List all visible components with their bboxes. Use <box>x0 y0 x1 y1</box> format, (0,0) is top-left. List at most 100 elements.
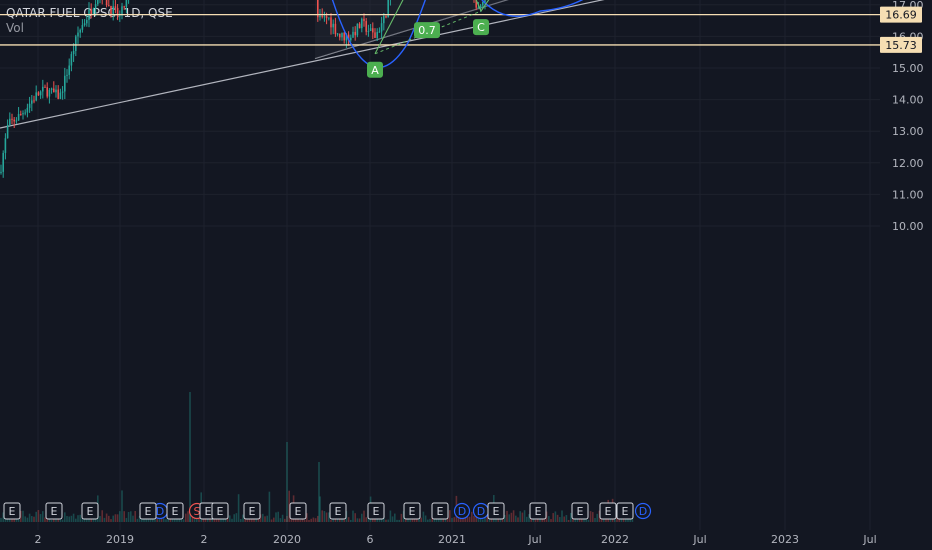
volume-bar <box>94 518 97 522</box>
volume-bar <box>268 491 271 522</box>
volume-bar <box>581 517 583 522</box>
dividend-marker-circle <box>634 502 652 520</box>
volume-bar <box>141 517 143 522</box>
candle-body <box>321 15 323 17</box>
volume-bar <box>134 511 136 522</box>
x-tick-label: 2 <box>35 533 42 546</box>
event-markers: E E E DE E S E E E E E E E E D D E E E E E D <box>3 502 652 520</box>
volume-bar <box>398 519 400 522</box>
volume-bar <box>154 517 156 522</box>
event-marker: E <box>3 502 21 520</box>
earnings-marker-box <box>243 502 261 520</box>
volume-bar <box>99 516 101 522</box>
candle-body <box>482 1 484 6</box>
candle-body <box>9 118 11 125</box>
earnings-marker-text: E <box>437 505 444 518</box>
volume-bar <box>167 517 169 522</box>
volume-bar <box>112 515 114 522</box>
volume-bar <box>257 518 260 522</box>
event-marker: E <box>139 502 157 520</box>
time-axis[interactable]: 2 2019 2 2020 6 2021 Jul 2022 Jul 2023 Jul <box>35 533 877 546</box>
volume-bar <box>561 510 563 522</box>
candle-body <box>323 16 326 18</box>
earnings-marker-text: E <box>145 505 152 518</box>
volume-bar <box>598 510 601 522</box>
earnings-marker-text: E <box>249 505 256 518</box>
volume-bar <box>343 519 345 522</box>
candle-body <box>26 107 29 113</box>
volume-bar <box>510 512 513 522</box>
volume-bar <box>422 511 425 522</box>
candle-body <box>33 100 35 102</box>
volume-bar <box>466 514 469 522</box>
volume-bar <box>552 513 554 522</box>
earnings-marker-text: E <box>205 505 212 518</box>
dividend-marker-text: D <box>458 505 466 518</box>
volume-bar <box>328 512 330 522</box>
event-marker: D <box>634 502 652 520</box>
earnings-marker-box <box>487 502 505 520</box>
volume-bar <box>114 514 117 522</box>
x-tick-label: Jul <box>862 533 876 546</box>
earnings-marker-box <box>571 502 589 520</box>
volume-bar <box>310 518 312 522</box>
candle-body <box>79 29 81 33</box>
earnings-marker-text: E <box>9 505 16 518</box>
volume-label: Vol <box>6 21 24 35</box>
candle-body <box>345 34 348 41</box>
volume-bar <box>149 518 152 522</box>
volume-bar <box>169 518 172 522</box>
volume-bar <box>554 511 557 522</box>
earnings-marker-text: E <box>535 505 542 518</box>
earnings-marker-text: E <box>295 505 302 518</box>
earnings-marker-box <box>166 502 184 520</box>
price-axis[interactable]: 25.0024.0023.0022.0021.0020.0019.0018.00… <box>880 0 924 233</box>
volume-bar <box>121 490 123 522</box>
volume-bar <box>152 517 154 522</box>
candle-body <box>46 87 48 97</box>
volume-bar <box>4 517 7 522</box>
volume-bar <box>33 516 35 522</box>
candle-body <box>61 91 64 93</box>
event-marker: E <box>431 502 449 520</box>
candle-body <box>92 8 95 14</box>
earnings-marker-text: E <box>172 505 179 518</box>
earnings-marker-box <box>211 502 229 520</box>
volume-bar <box>101 510 103 522</box>
lower-trend-line <box>0 0 605 129</box>
volume-bar <box>556 514 559 522</box>
pattern-label-text: C <box>477 21 485 34</box>
volume-bar <box>270 519 273 522</box>
level-tag-label: 16.69 <box>885 9 917 22</box>
candle-body <box>24 112 26 114</box>
level-tag: 16.69 <box>880 6 922 23</box>
earnings-marker-box <box>3 502 21 520</box>
volume-bar <box>119 511 121 522</box>
candle-body <box>325 16 328 19</box>
earnings-marker-box <box>329 502 347 520</box>
x-tick-label: Jul <box>692 533 706 546</box>
pattern-label-bg <box>473 19 489 36</box>
volume-bar <box>64 512 66 522</box>
volume-bar <box>622 518 625 522</box>
volume-bar <box>508 514 510 522</box>
volume-bar <box>28 513 31 522</box>
volume-bar <box>92 518 95 522</box>
candle-body <box>369 28 372 32</box>
volume-bar <box>48 517 51 522</box>
earnings-marker-box <box>367 502 385 520</box>
event-marker: E <box>289 502 307 520</box>
volume-bar <box>31 516 33 522</box>
volume-bar <box>473 515 475 522</box>
event-marker: E <box>599 502 617 520</box>
event-marker: D <box>472 502 490 520</box>
candle-body <box>11 118 13 120</box>
cup-left-curve <box>331 0 426 68</box>
volume-bar <box>517 517 519 522</box>
candle-body <box>352 31 354 38</box>
x-tick-label: 2019 <box>106 533 134 546</box>
volume-bar <box>449 510 451 522</box>
candle-body <box>94 4 97 9</box>
volume-bar <box>299 519 301 522</box>
